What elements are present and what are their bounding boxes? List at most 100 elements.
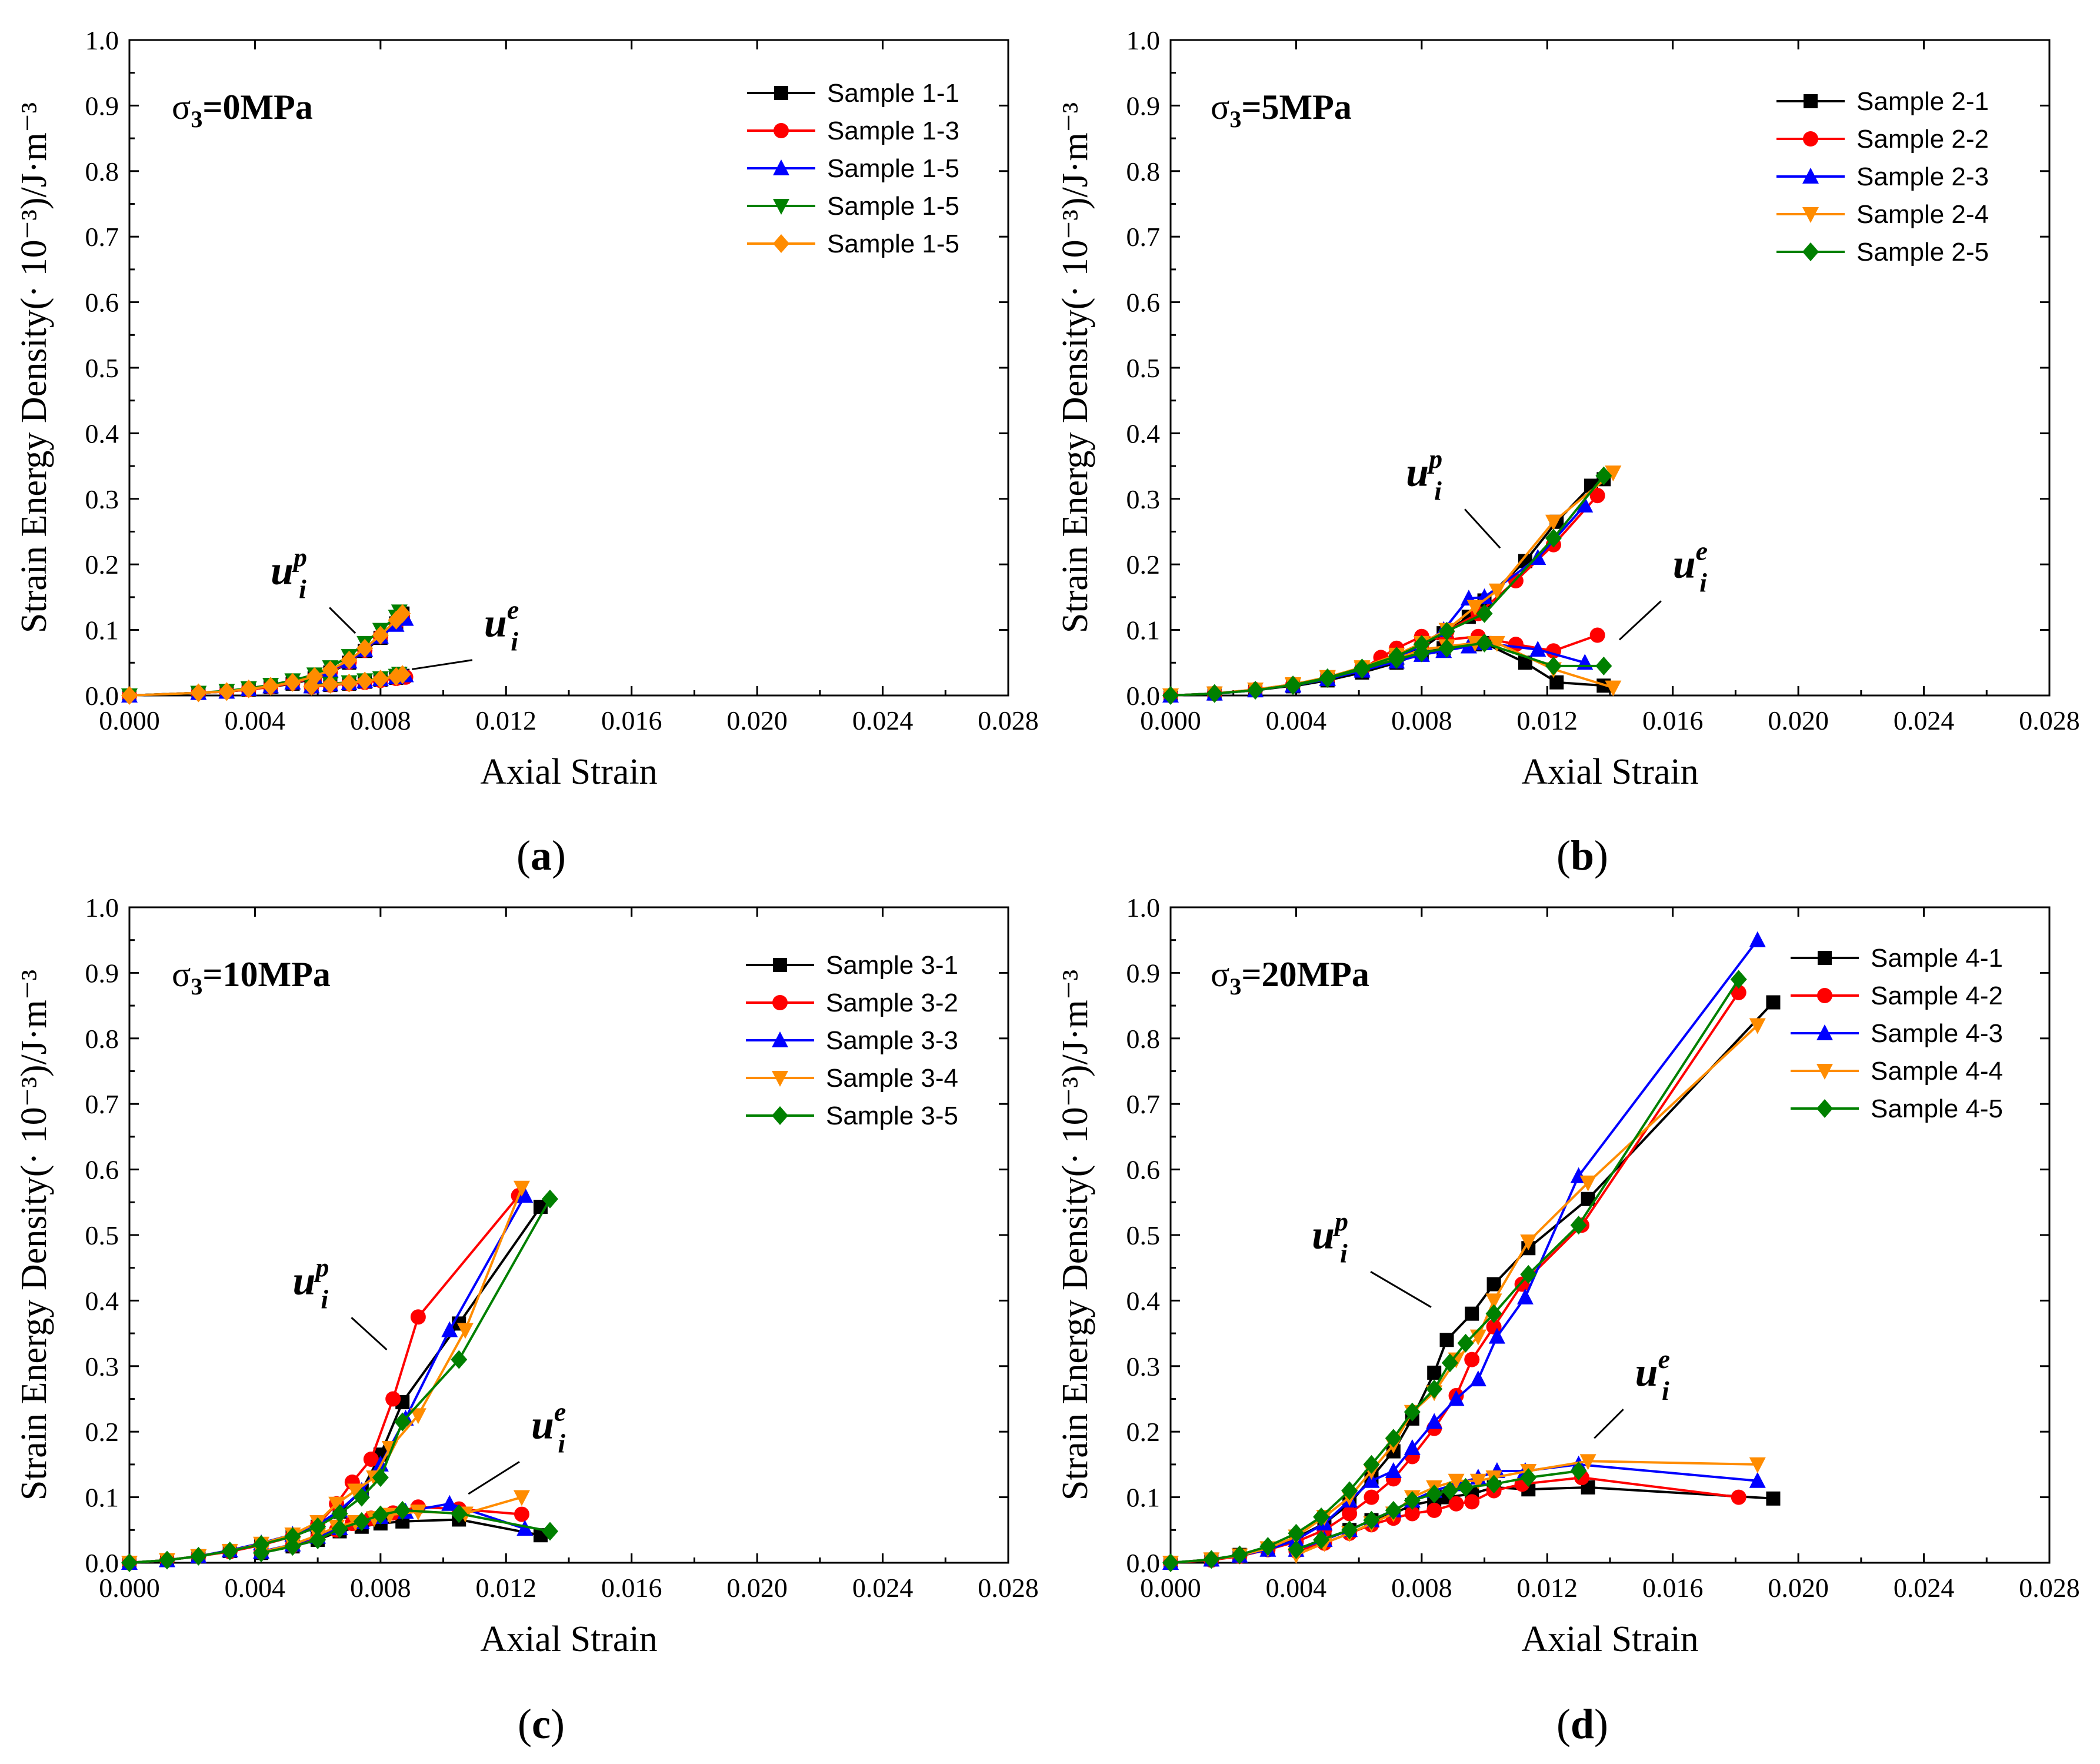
y-tick-label: 0.7 [85,222,119,252]
legend-label: Sample 4-2 [1871,981,2003,1010]
y-tick-label: 0.3 [1126,1352,1161,1382]
data-point-plastic [1545,528,1562,548]
data-point-elastic [322,675,339,694]
data-point-elastic [1605,680,1622,697]
annotation-pointer-line [1370,1270,1432,1308]
data-point-elastic [1404,1491,1421,1510]
data-point-elastic [1549,675,1564,690]
data-point-plastic [1404,1439,1421,1456]
legend-item: Sample 4-5 [1791,1094,2003,1123]
legend-marker [1818,951,1832,965]
data-point-elastic [1448,1496,1464,1512]
data-point-elastic [394,665,411,684]
legend-label: Sample 2-4 [1856,200,1989,229]
legend-marker [1803,131,1818,147]
data-point-plastic [516,1187,534,1203]
data-point-plastic [1464,1352,1480,1367]
legend-marker [774,86,788,100]
data-point-plastic [513,1180,530,1197]
data-point-elastic [1766,1491,1781,1506]
annotation-pointer-line [1594,1409,1624,1439]
x-tick-label: 0.028 [2019,1573,2080,1603]
data-point-plastic [1426,1413,1443,1429]
confining-pressure-label: σ3=20MPa [1211,955,1369,1000]
annotation-label-u-e: ue i [484,595,519,657]
y-tick-label: 0.5 [1126,353,1161,383]
data-point-plastic [331,1504,348,1523]
data-point-plastic [1488,1327,1505,1344]
y-axis-title: Strain Energy Density(· 10⁻³)/J·m⁻³ [1055,970,1095,1500]
x-tick-label: 0.016 [1642,1573,1704,1603]
y-tick-label: 0.1 [1126,1483,1161,1513]
legend-item: Sample 2-5 [1776,238,1989,267]
data-point-plastic [1385,1462,1402,1479]
legend-item: Sample 1-5 [747,229,959,258]
x-tick-label: 0.020 [726,1573,788,1603]
data-point-plastic [121,1553,138,1572]
data-point-elastic [372,670,389,689]
legend-item: Sample 4-1 [1791,944,2003,973]
data-point-plastic [341,650,358,670]
y-tick-label: 0.2 [85,1417,119,1447]
x-tick-label: 0.020 [726,705,788,735]
annotation-pointer-line [351,1317,388,1351]
legend-label: Sample 1-5 [827,229,959,258]
data-point-plastic [1438,621,1455,641]
data-point-elastic [303,677,320,696]
data-point-plastic [190,683,207,703]
data-point-elastic [1579,1454,1596,1470]
legend-item: Sample 3-4 [746,1064,958,1093]
y-tick-label: 0.8 [85,1024,119,1054]
y-tick-label: 0.2 [85,550,119,580]
legend-item: Sample 3-1 [746,951,958,980]
data-point-elastic [513,1490,530,1506]
legend-label: Sample 4-3 [1871,1019,2003,1048]
annotation-label-u-p: up i [271,542,307,604]
chart-panel-a: 0.000 0.004 0.008 0.012 0.016 0.020 0.024 0.028… [14,25,1039,879]
legend-marker [1816,1064,1833,1080]
data-point-plastic [218,682,235,701]
data-point-plastic [541,1189,558,1209]
x-tick-label: 0.024 [1894,1573,1955,1603]
data-point-plastic [121,686,138,705]
legend-label: Sample 4-1 [1871,944,2003,973]
annotation-label-u-p: up i [1312,1206,1348,1268]
y-tick-label: 0.1 [1126,615,1161,645]
legend-marker [1816,1099,1833,1118]
y-axis-title: Strain Energy Density(· 10⁻³)/J·m⁻³ [14,102,54,633]
x-tick-label: 0.008 [1391,705,1452,735]
confining-pressure-label: σ3=0MPa [172,88,313,132]
data-point-plastic [309,1517,326,1536]
legend-marker [772,1071,788,1087]
legend-label: Sample 3-3 [826,1026,958,1055]
x-tick-label: 0.004 [1266,1573,1327,1603]
data-point-plastic [353,1487,370,1507]
y-tick-label: 0.6 [1126,1155,1161,1185]
x-tick-label: 0.004 [225,705,286,735]
data-point-plastic [363,1451,379,1467]
data-point-plastic [372,1468,389,1487]
legend-label: Sample 2-3 [1856,162,1989,191]
data-point-elastic [1385,1500,1402,1520]
y-tick-label: 0.2 [1126,1417,1161,1447]
legend-label: Sample 3-1 [826,951,958,980]
legend-marker [772,995,788,1010]
legend-item: Sample 1-3 [747,117,959,145]
x-tick-label: 0.000 [1140,1573,1201,1603]
annotation-pointer-line [468,1461,520,1495]
legend-label: Sample 3-4 [826,1064,958,1093]
data-point-plastic [456,1323,474,1339]
y-tick-label: 0.1 [85,615,119,645]
x-tick-label: 0.008 [350,1573,411,1603]
annotation-pointer-line [411,659,473,670]
data-point-plastic [1485,1293,1502,1310]
data-point-elastic [331,1519,348,1539]
series-line-plastic [1170,939,1759,1564]
legend-marker [1804,94,1818,108]
data-point-plastic [394,1412,411,1432]
data-point-elastic [1319,669,1336,688]
data-point-plastic [451,1350,468,1369]
y-tick-label: 0.8 [1126,157,1161,187]
x-axis-title: Axial Strain [1521,752,1698,792]
data-point-plastic [1466,600,1484,616]
